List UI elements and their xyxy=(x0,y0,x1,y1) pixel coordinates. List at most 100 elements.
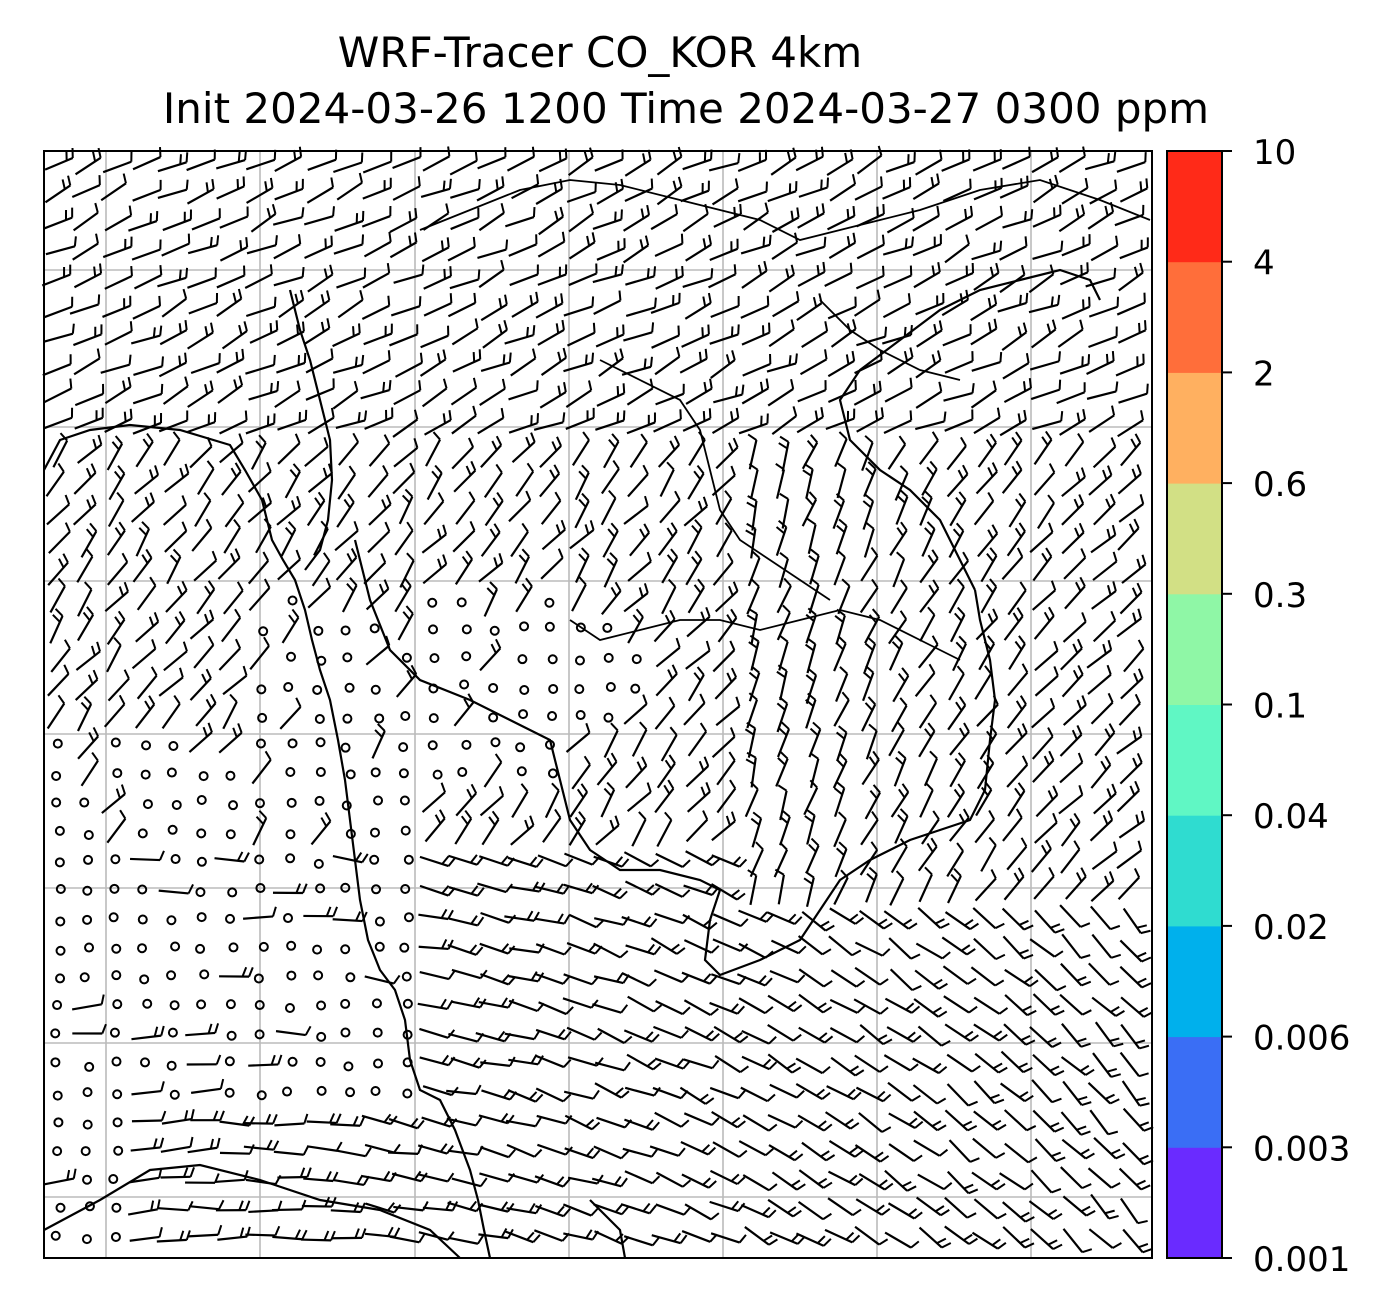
wind-barb xyxy=(480,435,503,468)
wind-barb xyxy=(856,407,884,433)
wind-barb xyxy=(832,493,846,530)
wind-barb xyxy=(571,431,590,466)
wind-barb xyxy=(827,205,856,231)
wind-barb xyxy=(740,234,772,255)
wind-barb xyxy=(509,264,539,287)
wind-barb xyxy=(1117,320,1147,344)
wind-barb xyxy=(313,520,329,556)
wind-barb xyxy=(43,207,74,230)
wind-barb xyxy=(478,202,505,232)
wind-barb xyxy=(683,496,709,527)
wind-barb xyxy=(165,580,188,613)
wind-barb xyxy=(392,409,419,438)
wind-barb xyxy=(482,319,508,349)
wind-barb xyxy=(1120,433,1142,467)
wind-barb xyxy=(1064,576,1086,610)
wind-barb xyxy=(537,319,565,346)
wind-barb xyxy=(332,354,365,374)
calm-wind-circle xyxy=(428,624,439,635)
wind-barb xyxy=(745,522,757,559)
colorbar-segment xyxy=(1167,483,1222,595)
wind-barb xyxy=(770,147,797,176)
wind-barb xyxy=(389,208,418,234)
wind-barb xyxy=(104,408,133,433)
wind-barb xyxy=(654,233,684,257)
wind-barb xyxy=(853,380,882,406)
wind-barb xyxy=(1092,437,1117,469)
wind-barb xyxy=(451,318,479,346)
wind-barb xyxy=(280,521,297,557)
colorbar-segment xyxy=(1167,261,1222,373)
wind-barb xyxy=(73,348,101,376)
wind-barb xyxy=(948,522,965,558)
wind-barb xyxy=(1061,522,1085,555)
wind-barb xyxy=(1091,581,1117,610)
wind-barb xyxy=(162,495,187,526)
wind-barb xyxy=(859,578,879,614)
wind-barb xyxy=(74,383,105,407)
wind-barb xyxy=(854,176,883,201)
colorbar-segment xyxy=(1167,1036,1222,1148)
wind-barb xyxy=(711,465,736,497)
wind-barb xyxy=(1085,267,1117,288)
wind-barb xyxy=(688,431,706,466)
wind-barb xyxy=(450,178,481,199)
wind-barb xyxy=(41,264,72,287)
wind-barb xyxy=(1033,430,1053,466)
wind-barb xyxy=(541,519,566,551)
colorbar-segment xyxy=(1167,593,1222,705)
wind-barb xyxy=(276,321,305,346)
wind-barb xyxy=(574,547,590,583)
wind-barb xyxy=(540,347,567,376)
wind-barb xyxy=(508,234,538,257)
wind-barb xyxy=(970,318,998,346)
wind-barb xyxy=(451,405,477,435)
wind-barb xyxy=(743,202,769,231)
wind-barb xyxy=(73,463,97,495)
wind-barb xyxy=(862,493,875,530)
wind-barb xyxy=(651,325,680,349)
wind-barb xyxy=(420,325,450,349)
wind-barb xyxy=(193,550,218,582)
wind-barb xyxy=(537,264,568,286)
wind-barb xyxy=(44,175,72,204)
wind-barb xyxy=(827,379,857,404)
wind-barb xyxy=(159,319,188,346)
wind-barb xyxy=(1031,580,1057,611)
wind-barb xyxy=(221,321,248,350)
wind-barb xyxy=(364,407,394,430)
wind-barb xyxy=(392,176,421,201)
wind-barb xyxy=(72,494,97,526)
wind-barb xyxy=(508,413,539,434)
colorbar-tick-label: 0.04 xyxy=(1253,797,1329,837)
wind-barb xyxy=(1092,551,1118,581)
wind-barb xyxy=(710,350,736,379)
wind-barb xyxy=(333,152,364,174)
colorbar-tick-label: 2 xyxy=(1253,354,1275,394)
wind-barb xyxy=(273,266,305,287)
wind-barb xyxy=(629,433,648,468)
wind-barb xyxy=(104,376,132,405)
wind-barb xyxy=(655,265,684,290)
wind-barb xyxy=(454,550,474,585)
calm-wind-circle xyxy=(287,595,298,606)
wind-barb xyxy=(710,295,740,319)
wind-barb xyxy=(421,524,448,554)
wind-barb xyxy=(856,234,885,260)
wind-barb xyxy=(43,296,74,319)
wind-barb xyxy=(360,380,392,400)
wind-barb xyxy=(854,350,883,375)
wind-barb xyxy=(277,409,308,431)
wind-barb xyxy=(768,264,795,293)
wind-barb xyxy=(980,578,998,614)
wind-barb xyxy=(362,177,392,200)
wind-barb xyxy=(335,410,368,429)
wind-barb xyxy=(603,433,620,469)
wind-barb xyxy=(970,294,998,322)
wind-barb xyxy=(766,353,798,373)
wind-barb xyxy=(708,264,737,289)
wind-barb xyxy=(277,549,302,581)
wind-barb xyxy=(687,578,706,614)
